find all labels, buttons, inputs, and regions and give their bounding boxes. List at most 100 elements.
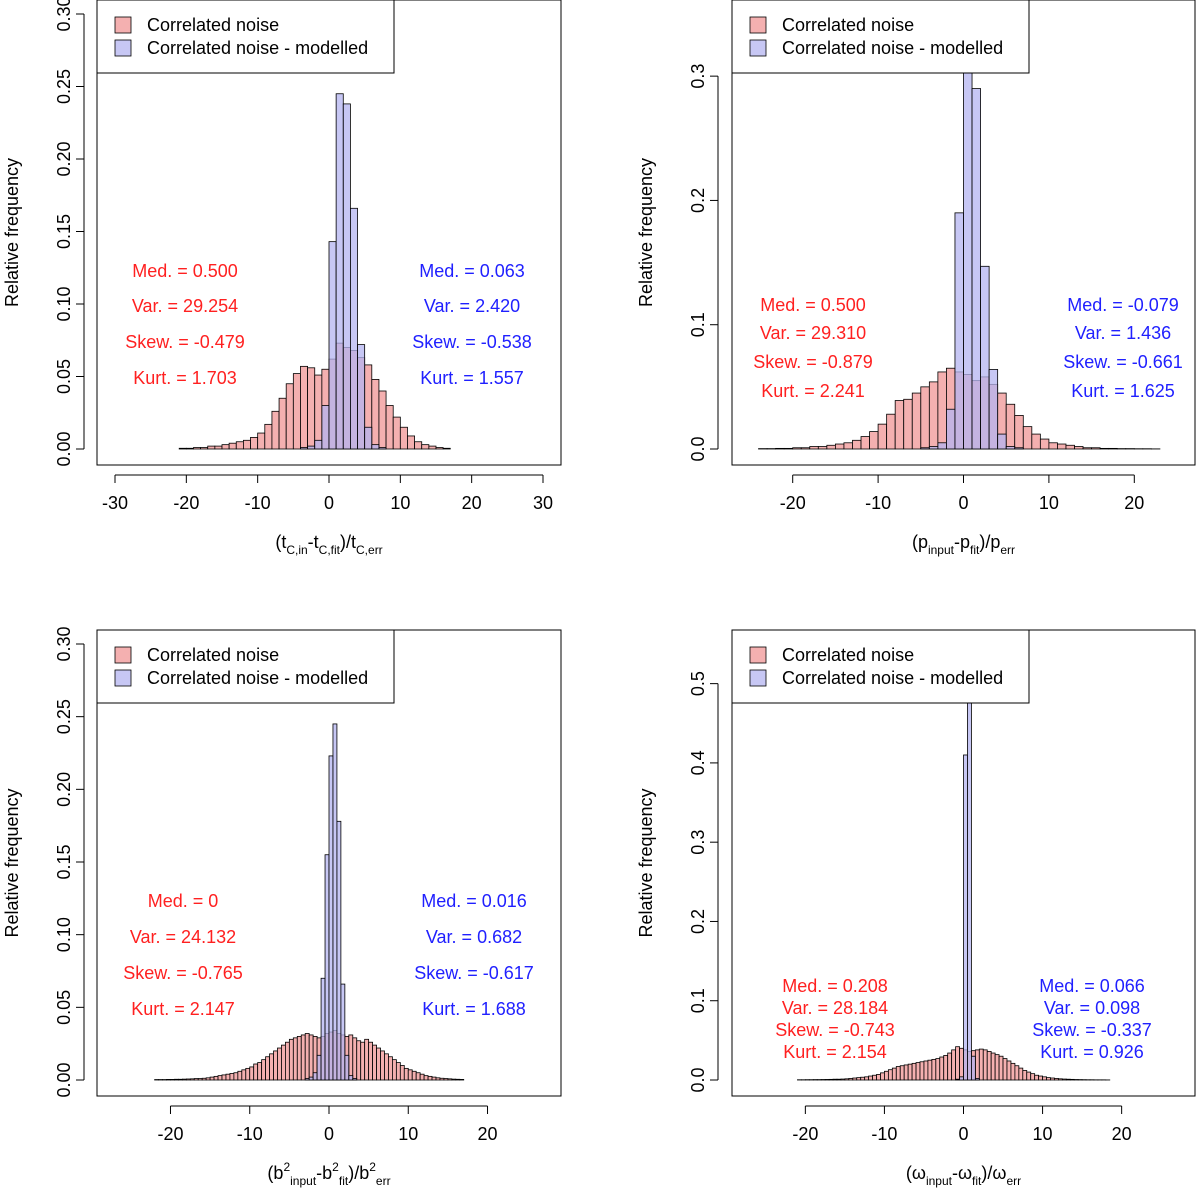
histogram-bar bbox=[891, 1067, 897, 1081]
x-label-sub: C,fit bbox=[319, 543, 341, 557]
plot-frame bbox=[731, 0, 1196, 466]
x-label-sub: C,err bbox=[356, 543, 383, 557]
stats-right: Med. = -0.079 Var. = 1.436 Skew. = -0.661 K… bbox=[1063, 295, 1183, 401]
stat-label: Kurt. = 1.688 bbox=[422, 999, 526, 1019]
x-label-sub: fit bbox=[970, 543, 980, 557]
histogram-bar bbox=[920, 386, 930, 450]
histogram-bar bbox=[1054, 1078, 1059, 1081]
histogram-bar bbox=[407, 435, 416, 450]
histogram-bar bbox=[197, 1078, 203, 1081]
histogram-bar bbox=[955, 1046, 960, 1081]
histogram-bar bbox=[300, 447, 309, 450]
histogram-bar bbox=[835, 443, 845, 450]
x-tick-label: -20 bbox=[157, 1124, 183, 1144]
histogram-bar bbox=[986, 1051, 992, 1081]
x-label-sup: 2 bbox=[332, 1160, 339, 1174]
y-tick-label: 0.20 bbox=[54, 772, 74, 807]
legend-label: Correlated noise - modelled bbox=[147, 668, 368, 688]
histogram-bar bbox=[257, 1062, 263, 1081]
stat-label: Med. = 0 bbox=[148, 891, 219, 911]
histogram-bar bbox=[304, 1033, 310, 1081]
stat-label: Skew. = -0.538 bbox=[412, 332, 532, 352]
histogram-bar bbox=[451, 1078, 457, 1081]
x-tick-label: 20 bbox=[478, 1124, 498, 1144]
y-tick-label: 0.30 bbox=[54, 0, 74, 32]
histogram-bar bbox=[955, 1078, 960, 1081]
histogram-bar bbox=[368, 1041, 373, 1081]
histogram-bar bbox=[911, 1062, 917, 1081]
x-label-text: ( bbox=[912, 532, 918, 552]
histogram-bar bbox=[193, 1078, 199, 1081]
histogram-bar bbox=[360, 1041, 366, 1081]
histogram-bar bbox=[207, 445, 216, 450]
histogram-bar bbox=[380, 1050, 385, 1081]
y-axis-label: Relative frequency bbox=[636, 158, 656, 307]
x-label-text: )/t bbox=[340, 532, 356, 552]
histogram-bar bbox=[792, 447, 802, 450]
histogram-bar bbox=[844, 1078, 850, 1081]
y-tick-label: 0.3 bbox=[688, 64, 708, 89]
histogram-bar bbox=[321, 405, 330, 450]
panel-3: -20 -10 0 10 20 0.00 0.05 0.10 0.15 0.20 0.25 0.30 R… bbox=[2, 626, 562, 1188]
stat-label: Var. = 0.682 bbox=[426, 927, 522, 947]
series-correlated-noise-modelled bbox=[300, 93, 387, 450]
histogram-bar bbox=[826, 444, 836, 450]
histogram-bar bbox=[269, 1053, 274, 1081]
histogram-bar bbox=[1091, 447, 1101, 450]
histogram-bar bbox=[356, 1040, 362, 1081]
x-label-text: -ω bbox=[952, 1163, 972, 1183]
histogram-bar bbox=[352, 1078, 358, 1081]
histogram-bar bbox=[185, 447, 194, 450]
legend-swatch bbox=[114, 646, 132, 664]
histogram-bar bbox=[229, 1073, 235, 1081]
stat-label: Kurt. = 2.241 bbox=[761, 381, 865, 401]
panel-4: -20 -10 0 10 20 0.0 0.1 0.2 0.3 0.4 0.5 Relative fr… bbox=[636, 629, 1196, 1188]
histogram-bar bbox=[928, 381, 939, 450]
histogram-bar bbox=[974, 1049, 980, 1081]
histogram-bar bbox=[1005, 446, 1016, 450]
histogram-bar bbox=[1030, 1073, 1036, 1081]
histogram-bar bbox=[990, 1052, 996, 1081]
histogram-bar bbox=[1099, 447, 1110, 450]
histogram-bar bbox=[181, 1078, 187, 1081]
legend-label: Correlated noise - modelled bbox=[782, 668, 1003, 688]
histogram-bar bbox=[285, 1041, 290, 1081]
legend-swatch bbox=[749, 39, 767, 57]
stats-left: Med. = 0 Var. = 24.132 Skew. = -0.765 Kurt.… bbox=[123, 891, 243, 1019]
histogram-bar bbox=[407, 1069, 413, 1081]
stat-label: Med. = 0.208 bbox=[782, 976, 888, 996]
x-label-sub: fit bbox=[339, 1174, 349, 1188]
histogram-bar bbox=[1018, 1067, 1024, 1081]
histogram-bar bbox=[250, 436, 259, 450]
histogram-bar bbox=[852, 439, 862, 450]
histogram-bar bbox=[189, 1078, 195, 1081]
histogram-bar bbox=[974, 1078, 980, 1081]
histogram-bar bbox=[1014, 415, 1024, 450]
histogram-bar bbox=[907, 1063, 913, 1081]
histogram-bar bbox=[314, 374, 323, 450]
histogram-bar bbox=[385, 405, 394, 450]
x-tick-label: 0 bbox=[324, 493, 334, 513]
stat-label: Kurt. = 1.625 bbox=[1071, 381, 1175, 401]
y-tick-label: 0.0 bbox=[688, 436, 708, 461]
x-label-sup: 2 bbox=[369, 1160, 376, 1174]
histogram-bar bbox=[1031, 433, 1041, 450]
histogram-bar bbox=[1002, 1058, 1008, 1081]
y-tick-label: 0.2 bbox=[688, 909, 708, 934]
stats-right: Med. = 0.016 Var. = 0.682 Skew. = -0.617 Ku… bbox=[414, 891, 534, 1019]
stat-label: Var. = 1.436 bbox=[1075, 323, 1171, 343]
histogram-bar bbox=[894, 400, 905, 450]
histogram-bar bbox=[887, 1069, 893, 1081]
histogram-bar bbox=[185, 1078, 191, 1081]
histogram-bar bbox=[344, 1054, 350, 1081]
stat-label: Skew. = -0.765 bbox=[123, 963, 243, 983]
histogram-bar bbox=[428, 445, 437, 450]
histogram-bar bbox=[372, 1044, 377, 1081]
histogram-bar bbox=[378, 447, 387, 450]
histogram-bar bbox=[378, 390, 387, 450]
histogram-bar bbox=[919, 1061, 925, 1081]
histogram-bar bbox=[443, 1078, 449, 1081]
histogram-bar bbox=[946, 408, 956, 450]
histogram-bar bbox=[442, 447, 451, 450]
stat-label: Med. = 0.016 bbox=[421, 891, 527, 911]
